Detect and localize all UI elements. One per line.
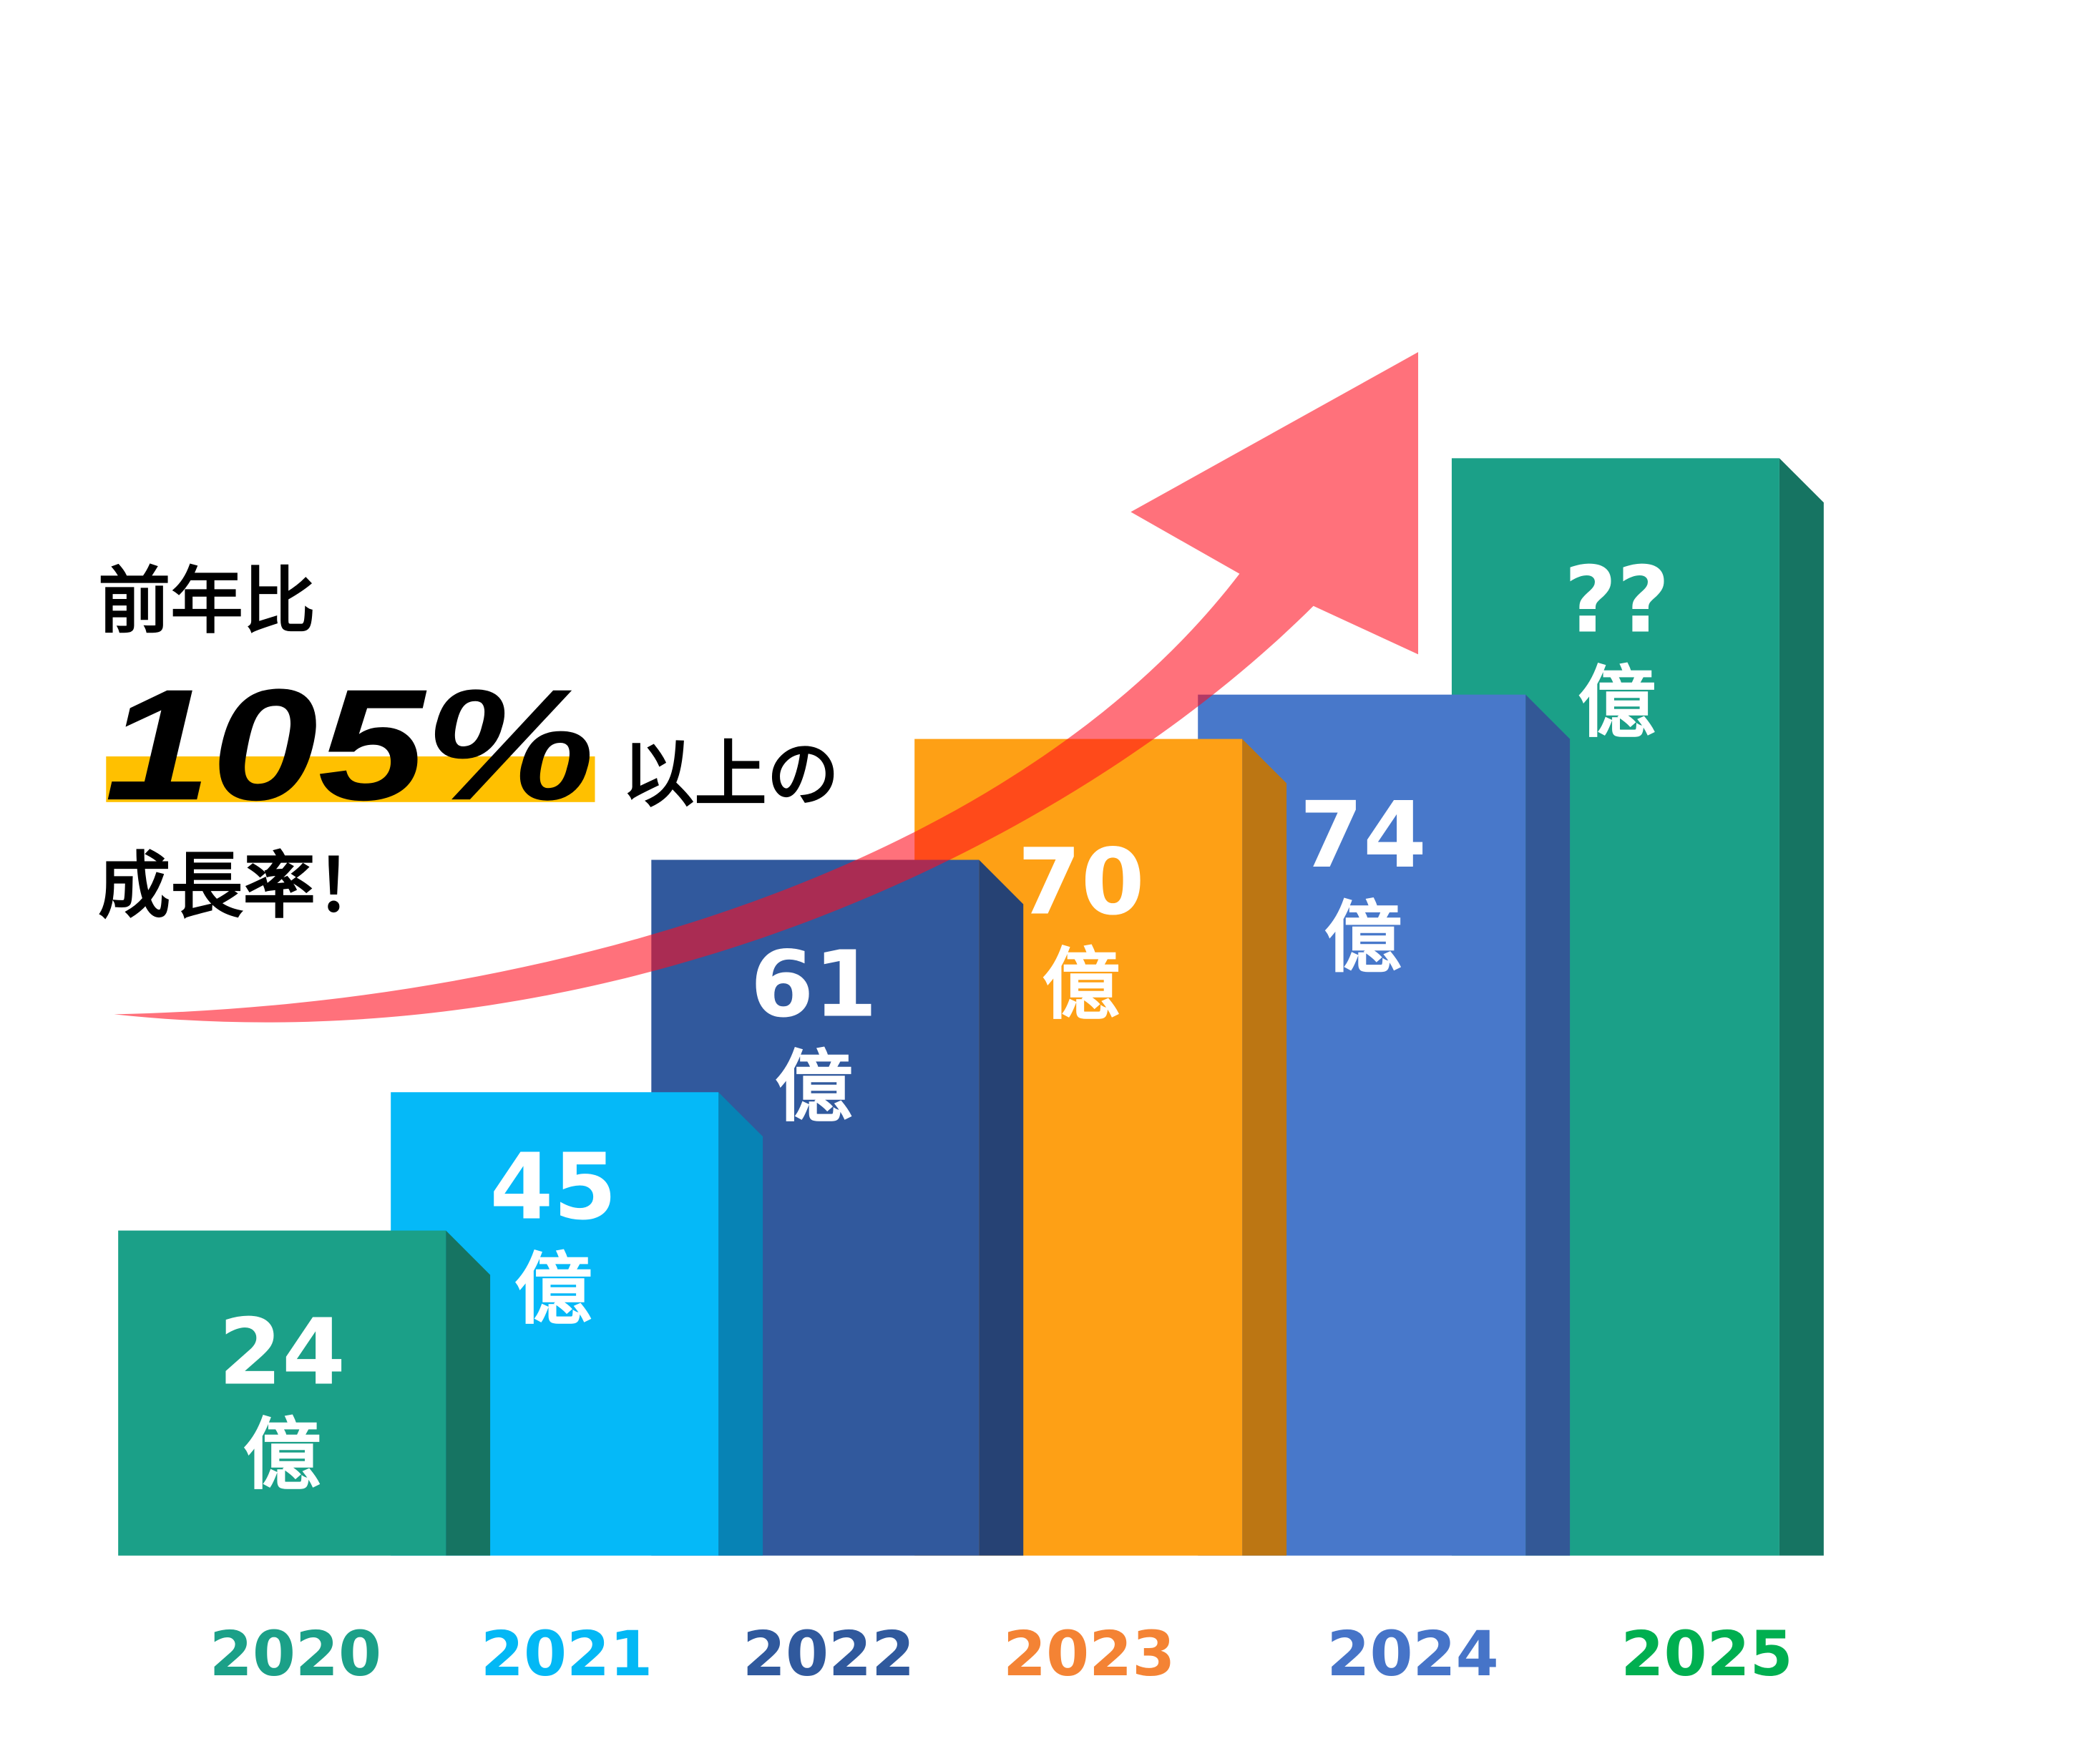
unit-label-2021: 億 [514,1244,592,1335]
headline-suffix: 以上の [622,732,839,817]
headline: 前年比 105% 以上の 成長率！ [98,559,839,928]
bar-front-face [118,1230,446,1556]
percent-highlight [106,756,595,802]
headline-line1: 前年比 [98,559,316,643]
value-label-2020: 24 [218,1300,346,1406]
year-label-2023: 2023 [1003,1619,1175,1690]
trend-arrow [114,352,1419,1023]
year-label-2021: 2021 [481,1619,653,1690]
unit-label-2024: 億 [1324,892,1402,983]
bar-side-face [979,859,1024,1556]
bar-side-face [1779,458,1824,1556]
value-label-2023: 70 [1017,830,1145,936]
year-label-2025: 2025 [1621,1619,1792,1690]
unit-label-2023: 億 [1042,940,1120,1030]
bar-side-face [718,1092,763,1556]
year-labels-group: 2020 2021 2022 2023 2024 2025 [210,1619,1793,1690]
value-label-2024: 74 [1299,783,1427,889]
year-label-2020: 2020 [210,1619,381,1690]
bar-2020 [118,1230,491,1556]
unit-label-2020: 億 [243,1410,321,1501]
headline-line3: 成長率！ [98,844,388,928]
bar-side-face [1525,694,1571,1556]
bars-group [118,458,1824,1556]
headline-percent: 105% [104,656,595,833]
year-label-2022: 2022 [743,1619,914,1690]
value-label-2022: 61 [751,932,878,1038]
unit-label-2022: 億 [775,1041,853,1132]
bar-side-face [1242,739,1287,1556]
value-label-2021: 45 [489,1135,617,1241]
bar-side-face [446,1230,491,1556]
unit-label-2025: 億 [1578,657,1656,748]
year-label-2024: 2024 [1327,1619,1498,1690]
value-label-2025: ?? [1564,547,1670,653]
